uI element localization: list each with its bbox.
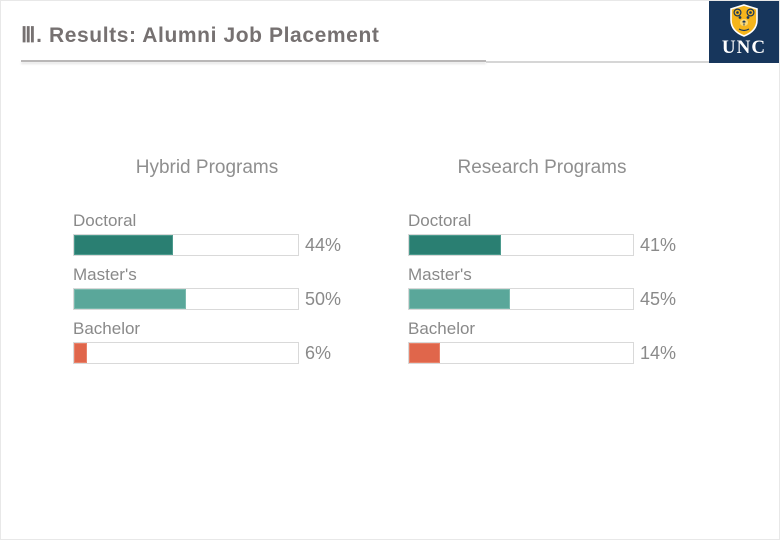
- bar-fill: [409, 343, 441, 363]
- header-rule: [486, 61, 712, 63]
- bar-label: Master's: [408, 265, 472, 284]
- bar-track: [73, 288, 299, 310]
- bar-fill: [409, 289, 510, 309]
- bar-row-bachelor: Bachelor 6%: [73, 319, 341, 364]
- bar-fill: [409, 235, 501, 255]
- bar-row-masters: Master's 45%: [408, 265, 676, 310]
- bar-value: 45%: [640, 288, 677, 309]
- bar-label: Bachelor: [408, 319, 476, 338]
- chart-title: Hybrid Programs: [135, 157, 279, 178]
- bar-label: Doctoral: [408, 211, 472, 230]
- bar-label: Doctoral: [73, 211, 137, 230]
- bar-label: Master's: [73, 265, 137, 284]
- bar-row-bachelor: Bachelor 14%: [408, 319, 676, 364]
- unc-logo: UNC: [709, 1, 779, 63]
- bar-track: [408, 234, 634, 256]
- bar-fill: [74, 235, 173, 255]
- unc-bear-shield-icon: [730, 4, 758, 37]
- research-programs-chart: Research Programs Doctoral 41% Master's …: [408, 156, 676, 373]
- bar-track: [73, 342, 299, 364]
- bar-fill: [74, 289, 186, 309]
- bar-value: 44%: [305, 234, 342, 255]
- unc-wordmark: UNC: [721, 37, 767, 58]
- bar-row-doctoral: Doctoral 44%: [73, 211, 341, 256]
- bar-fill: [74, 343, 88, 363]
- bar-track: [73, 234, 299, 256]
- bar-track: [408, 342, 634, 364]
- bar-value: 14%: [640, 342, 677, 363]
- bar-track: [408, 288, 634, 310]
- title-underline: [21, 60, 486, 62]
- bar-row-doctoral: Doctoral 41%: [408, 211, 676, 256]
- bar-label: Bachelor: [73, 319, 141, 338]
- chart-title: Research Programs: [457, 157, 627, 178]
- bar-value: 6%: [305, 342, 332, 363]
- bar-value: 50%: [305, 288, 342, 309]
- page-title: Ⅲ. Results: Alumni Job Placement: [21, 24, 380, 47]
- bar-value: 41%: [640, 234, 677, 255]
- bar-row-masters: Master's 50%: [73, 265, 341, 310]
- hybrid-programs-chart: Hybrid Programs Doctoral 44% Master's 50…: [73, 156, 341, 373]
